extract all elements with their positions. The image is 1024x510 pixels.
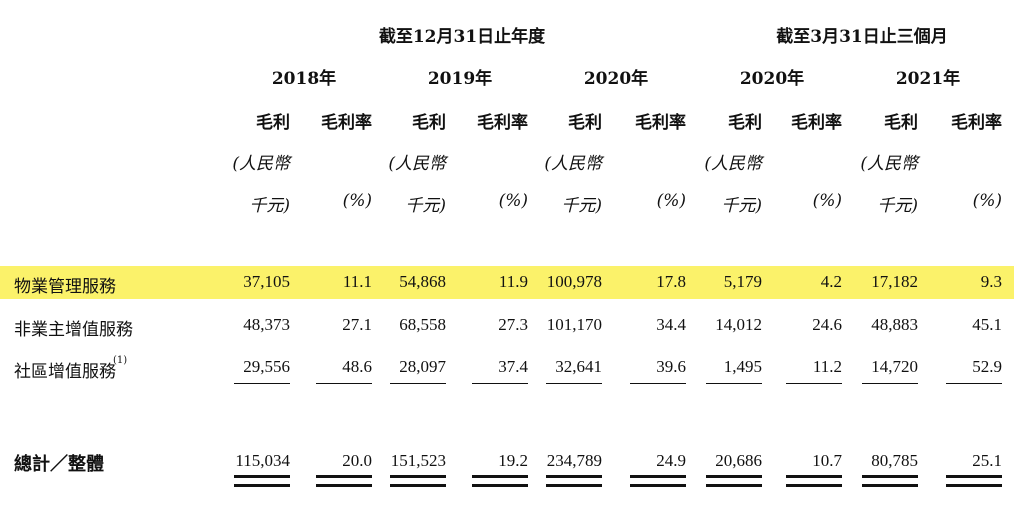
col-header-margin: 毛利率 (791, 113, 842, 133)
table-cell: 101,170 (546, 315, 602, 334)
table-cell: 39.6 (656, 357, 686, 376)
footnote-marker: (1) (113, 355, 128, 366)
total-cell: 20,686 (715, 451, 762, 470)
subtotal-rule (316, 383, 372, 384)
table-cell: 27.1 (342, 315, 372, 334)
table-cell: 27.3 (498, 315, 528, 334)
table-cell: 34.4 (656, 315, 686, 334)
subtotal-rule (630, 383, 686, 384)
unit-rmb: (人民幣 (544, 154, 602, 174)
group-header-year-end: 截至12月31日止年度 (378, 27, 546, 47)
total-double-rule (316, 475, 372, 487)
col-header-gross-profit: 毛利 (568, 113, 602, 133)
unit-percent: (%) (498, 191, 528, 211)
total-double-rule (546, 475, 602, 487)
unit-rmb: (人民幣 (388, 154, 446, 174)
year-header-2018: 2018年 (271, 69, 337, 89)
total-double-rule (234, 475, 290, 487)
year-header-2021-q1: 2021年 (895, 69, 961, 89)
total-double-rule (706, 475, 762, 487)
table-cell: 37.4 (498, 357, 528, 376)
table-cell: 68,558 (399, 315, 446, 334)
table-cell: 14,012 (715, 315, 762, 334)
table-cell: 100,978 (546, 272, 602, 291)
table-cell: 48,883 (871, 315, 918, 334)
table-cell: 29,556 (243, 357, 290, 376)
year-header-2020-q1: 2020年 (739, 69, 805, 89)
unit-rmb: (人民幣 (860, 154, 918, 174)
subtotal-rule (706, 383, 762, 384)
subtotal-rule (472, 383, 528, 384)
unit-rmb: (人民幣 (232, 154, 290, 174)
table-cell: 54,868 (399, 272, 446, 291)
total-double-rule (630, 475, 686, 487)
year-header-2020: 2020年 (583, 69, 649, 89)
row-label: 社區增值服務 (14, 362, 116, 382)
total-cell: 24.9 (656, 451, 686, 470)
table-cell: 52.9 (972, 357, 1002, 376)
col-header-margin: 毛利率 (477, 113, 528, 133)
col-header-margin: 毛利率 (321, 113, 372, 133)
table-cell: 1,495 (723, 357, 762, 376)
table-cell: 11.9 (498, 272, 528, 291)
total-double-rule (946, 475, 1002, 487)
subtotal-rule (390, 383, 446, 384)
table-cell: 17.8 (656, 272, 686, 291)
unit-thousand: 千元) (721, 196, 762, 216)
unit-thousand: 千元) (405, 196, 446, 216)
unit-thousand: 千元) (249, 196, 290, 216)
unit-percent: (%) (656, 191, 686, 211)
row-highlight (0, 266, 1014, 299)
table-cell: 37,105 (243, 272, 290, 291)
total-cell: 10.7 (812, 451, 842, 470)
total-cell: 20.0 (342, 451, 372, 470)
unit-percent: (%) (342, 191, 372, 211)
unit-rmb: (人民幣 (704, 154, 762, 174)
total-cell: 115,034 (235, 451, 290, 470)
total-cell: 19.2 (498, 451, 528, 470)
total-cell: 234,789 (546, 451, 602, 470)
col-header-gross-profit: 毛利 (884, 113, 918, 133)
table-cell: 17,182 (871, 272, 918, 291)
table-cell: 32,641 (555, 357, 602, 376)
table-cell: 45.1 (972, 315, 1002, 334)
table-cell: 28,097 (399, 357, 446, 376)
table-cell: 9.3 (980, 272, 1002, 291)
subtotal-rule (786, 383, 842, 384)
col-header-margin: 毛利率 (635, 113, 686, 133)
table-cell: 5,179 (723, 272, 762, 291)
col-header-gross-profit: 毛利 (256, 113, 290, 133)
year-header-2019: 2019年 (427, 69, 493, 89)
subtotal-rule (546, 383, 602, 384)
subtotal-rule (862, 383, 918, 384)
unit-percent: (%) (812, 191, 842, 211)
total-double-rule (786, 475, 842, 487)
row-label: 物業管理服務 (14, 277, 116, 297)
total-cell: 25.1 (972, 451, 1002, 470)
col-header-margin: 毛利率 (951, 113, 1002, 133)
table-cell: 4.2 (820, 272, 842, 291)
table-cell: 11.1 (342, 272, 372, 291)
table-cell: 48,373 (243, 315, 290, 334)
unit-thousand: 千元) (877, 196, 918, 216)
row-label: 非業主增值服務 (14, 320, 133, 340)
total-cell: 80,785 (871, 451, 918, 470)
table-cell: 24.6 (812, 315, 842, 334)
subtotal-rule (234, 383, 290, 384)
table-cell: 48.6 (342, 357, 372, 376)
subtotal-rule (946, 383, 1002, 384)
total-double-rule (472, 475, 528, 487)
col-header-gross-profit: 毛利 (412, 113, 446, 133)
table-cell: 14,720 (871, 357, 918, 376)
total-row-label: 總計／整體 (14, 454, 104, 475)
total-double-rule (390, 475, 446, 487)
total-cell: 151,523 (390, 451, 446, 470)
unit-thousand: 千元) (561, 196, 602, 216)
table-cell: 11.2 (812, 357, 842, 376)
group-header-three-months: 截至3月31日止三個月 (776, 27, 948, 47)
unit-percent: (%) (972, 191, 1002, 211)
total-double-rule (862, 475, 918, 487)
col-header-gross-profit: 毛利 (728, 113, 762, 133)
